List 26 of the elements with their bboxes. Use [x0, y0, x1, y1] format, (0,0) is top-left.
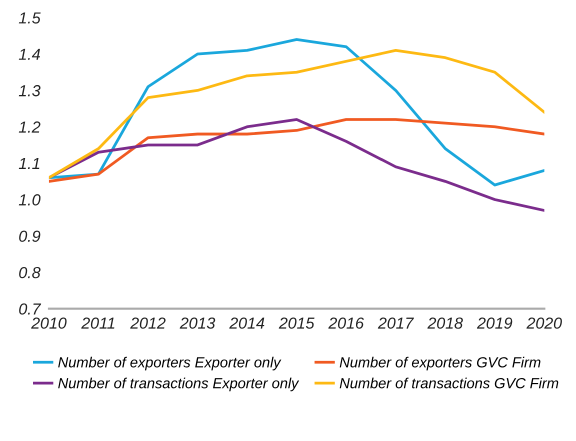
legend-label: Number of exporters Exporter only [58, 356, 282, 370]
y-tick-label: 0.7 [19, 303, 42, 315]
x-tick-label: 2018 [427, 317, 463, 329]
x-tick-label: 2017 [378, 317, 414, 329]
y-tick-label: 1.4 [18, 48, 40, 60]
y-tick-label: 1.1 [18, 158, 40, 169]
x-tick-label: 2016 [328, 317, 364, 329]
legend-label: Number of exporters GVC Firm [340, 356, 540, 370]
y-tick-label: 0.8 [19, 266, 41, 278]
y-tick-label: 1.5 [18, 12, 41, 24]
y-tick-label: 1.0 [18, 194, 40, 206]
x-tick-label: 2012 [130, 317, 166, 329]
y-tick-label: 1.2 [18, 121, 40, 133]
legend-label: Number of transactions Exporter only [58, 378, 300, 392]
line-series [48, 118, 544, 183]
x-tick-label: 2014 [229, 317, 264, 329]
x-tick-label: 2019 [476, 317, 512, 329]
x-tick-label: 2010 [31, 317, 67, 329]
x-tick-label: 2013 [180, 317, 216, 329]
legend-label: Number of transactions GVC Firm [340, 378, 558, 388]
x-tick-label: 2015 [278, 317, 314, 329]
x-tick-label: 2020 [526, 317, 562, 329]
y-tick-label: 1.3 [18, 85, 40, 96]
x-tick-label: 2011 [81, 317, 114, 329]
line-series [48, 118, 544, 212]
y-tick-label: 0.9 [19, 230, 40, 242]
